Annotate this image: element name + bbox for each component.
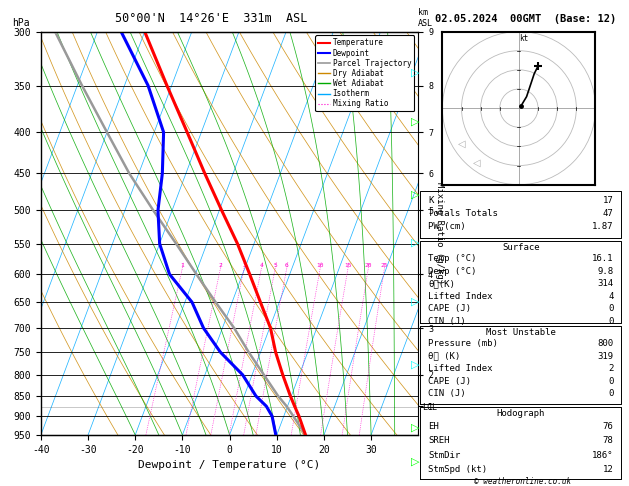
Y-axis label: Mixing Ratio (g/kg): Mixing Ratio (g/kg) [435, 182, 444, 284]
Text: Surface: Surface [502, 243, 540, 252]
Text: 1: 1 [181, 263, 184, 268]
Text: hPa: hPa [13, 17, 30, 28]
Text: 4: 4 [608, 292, 613, 301]
Text: PW (cm): PW (cm) [428, 222, 466, 231]
Text: SREH: SREH [428, 436, 450, 445]
Text: CAPE (J): CAPE (J) [428, 304, 471, 313]
Text: ▷: ▷ [411, 296, 420, 306]
Text: ▷: ▷ [411, 423, 420, 433]
Text: ▷: ▷ [411, 117, 420, 126]
Text: 9.8: 9.8 [598, 267, 613, 276]
Text: StmSpd (kt): StmSpd (kt) [428, 466, 487, 474]
Text: 186°: 186° [592, 451, 613, 460]
Text: 20: 20 [365, 263, 372, 268]
Text: 47: 47 [603, 209, 613, 218]
Text: 25: 25 [381, 263, 388, 268]
Text: 0: 0 [608, 377, 613, 386]
Text: 319: 319 [598, 352, 613, 361]
Text: CIN (J): CIN (J) [428, 389, 466, 399]
Text: 4: 4 [260, 263, 264, 268]
Text: ▷: ▷ [411, 457, 420, 467]
Text: 800: 800 [598, 339, 613, 348]
Text: EH: EH [428, 422, 439, 431]
Text: ▷: ▷ [411, 190, 420, 199]
Text: 15: 15 [344, 263, 352, 268]
Text: 6: 6 [285, 263, 289, 268]
Text: 10: 10 [316, 263, 324, 268]
Text: 2: 2 [608, 364, 613, 373]
Text: 3: 3 [242, 263, 246, 268]
Text: 17: 17 [603, 196, 613, 205]
Text: CAPE (J): CAPE (J) [428, 377, 471, 386]
Text: 02.05.2024  00GMT  (Base: 12): 02.05.2024 00GMT (Base: 12) [435, 14, 616, 24]
Text: kt: kt [519, 34, 528, 42]
Legend: Temperature, Dewpoint, Parcel Trajectory, Dry Adiabat, Wet Adiabat, Isotherm, Mi: Temperature, Dewpoint, Parcel Trajectory… [315, 35, 415, 111]
Text: ▷: ▷ [411, 360, 420, 369]
Text: 1.87: 1.87 [592, 222, 613, 231]
Text: 0: 0 [608, 317, 613, 326]
Text: CIN (J): CIN (J) [428, 317, 466, 326]
Text: 0: 0 [608, 389, 613, 399]
Text: θᴇ (K): θᴇ (K) [428, 352, 460, 361]
Text: 12: 12 [603, 466, 613, 474]
Text: Temp (°C): Temp (°C) [428, 254, 477, 263]
Text: Most Unstable: Most Unstable [486, 328, 556, 336]
Text: Pressure (mb): Pressure (mb) [428, 339, 498, 348]
Text: θᴇ(K): θᴇ(K) [428, 279, 455, 288]
Text: © weatheronline.co.uk: © weatheronline.co.uk [474, 477, 571, 486]
Text: ▷: ▷ [411, 68, 420, 78]
Text: LCL: LCL [422, 403, 437, 412]
Text: Totals Totals: Totals Totals [428, 209, 498, 218]
Text: ◁: ◁ [458, 139, 465, 148]
Text: Lifted Index: Lifted Index [428, 364, 493, 373]
X-axis label: Dewpoint / Temperature (°C): Dewpoint / Temperature (°C) [138, 460, 321, 470]
Text: StmDir: StmDir [428, 451, 460, 460]
Text: 0: 0 [608, 304, 613, 313]
Text: Lifted Index: Lifted Index [428, 292, 493, 301]
Text: 78: 78 [603, 436, 613, 445]
Text: Hodograph: Hodograph [497, 409, 545, 418]
Text: ▷: ▷ [411, 238, 420, 248]
Text: 2: 2 [218, 263, 222, 268]
Text: ◁: ◁ [473, 157, 481, 168]
Text: Dewp (°C): Dewp (°C) [428, 267, 477, 276]
Text: 5: 5 [274, 263, 277, 268]
Text: 314: 314 [598, 279, 613, 288]
Text: 76: 76 [603, 422, 613, 431]
Text: K: K [428, 196, 433, 205]
Text: 50°00'N  14°26'E  331m  ASL: 50°00'N 14°26'E 331m ASL [114, 12, 307, 25]
Text: 16.1: 16.1 [592, 254, 613, 263]
Text: km
ASL: km ASL [418, 8, 433, 28]
